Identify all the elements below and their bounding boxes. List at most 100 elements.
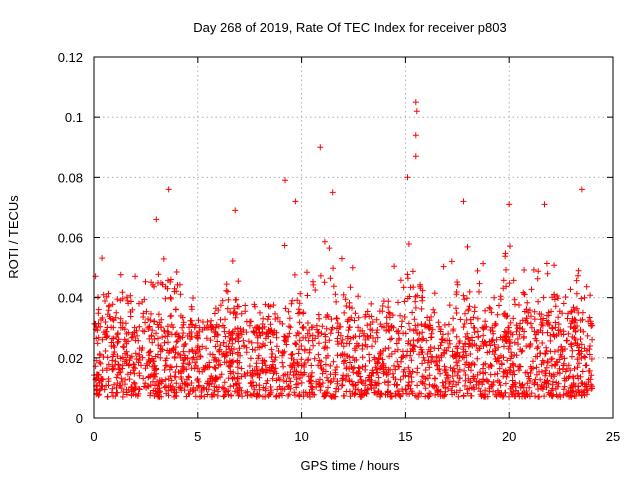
- data-point: [167, 279, 174, 285]
- data-point: [349, 365, 356, 372]
- data-point: [488, 363, 495, 369]
- data-point: [255, 355, 262, 362]
- data-point: [490, 330, 497, 337]
- data-point: [428, 358, 435, 365]
- data-point: [288, 351, 295, 358]
- data-point: [186, 360, 193, 366]
- data-point: [296, 319, 303, 326]
- data-point: [357, 328, 364, 334]
- x-axis-label: GPS time / hours: [301, 458, 400, 473]
- data-point: [555, 321, 562, 328]
- data-point: [461, 367, 468, 374]
- data-point: [329, 189, 336, 196]
- data-point: [98, 316, 104, 323]
- data-point: [104, 393, 111, 400]
- data-point: [142, 278, 149, 285]
- data-point: [143, 308, 150, 315]
- data-point: [581, 392, 588, 399]
- data-point: [528, 390, 535, 397]
- data-point: [541, 379, 548, 385]
- data-point: [253, 393, 260, 400]
- data-point: [206, 381, 213, 388]
- data-point: [261, 323, 268, 330]
- data-point: [293, 332, 300, 339]
- data-point: [95, 294, 101, 301]
- data-point: [308, 377, 314, 384]
- data-point: [392, 366, 399, 373]
- data-point: [543, 344, 550, 351]
- data-point: [221, 379, 228, 386]
- data-point: [203, 345, 210, 352]
- data-point: [490, 379, 497, 385]
- data-point: [407, 284, 414, 291]
- data-point: [422, 375, 429, 382]
- data-point: [480, 332, 487, 339]
- data-point: [207, 351, 214, 358]
- data-point: [577, 327, 584, 333]
- data-point: [507, 243, 513, 250]
- data-point: [270, 370, 277, 377]
- data-point: [313, 383, 320, 390]
- data-point: [121, 326, 128, 333]
- data-point: [154, 378, 160, 385]
- data-point: [527, 370, 534, 376]
- data-point: [162, 376, 169, 383]
- data-point: [585, 318, 592, 325]
- data-point: [341, 309, 348, 316]
- data-point: [247, 391, 254, 398]
- data-point: [542, 367, 549, 374]
- data-point: [362, 341, 369, 348]
- data-point: [373, 316, 380, 323]
- data-point: [295, 371, 302, 378]
- data-point: [521, 308, 528, 315]
- y-tick-label: 0.1: [65, 110, 83, 125]
- data-point: [358, 387, 365, 394]
- data-point: [279, 320, 286, 327]
- data-point: [379, 356, 386, 363]
- data-point: [395, 388, 402, 395]
- data-point: [575, 272, 581, 279]
- data-point: [419, 349, 426, 355]
- data-point: [460, 346, 467, 353]
- data-point: [103, 365, 110, 372]
- data-point: [102, 331, 109, 338]
- data-point: [441, 322, 448, 328]
- data-point: [187, 386, 194, 393]
- data-point: [188, 329, 195, 335]
- data-point: [267, 339, 274, 346]
- data-point: [393, 382, 400, 389]
- data-point: [259, 357, 266, 364]
- data-point: [147, 390, 154, 396]
- data-point: [539, 357, 546, 364]
- data-point: [430, 306, 437, 313]
- data-point: [498, 361, 505, 368]
- data-point: [313, 378, 320, 385]
- data-point: [291, 271, 298, 278]
- data-point: [298, 343, 305, 349]
- data-point: [574, 364, 581, 371]
- data-point: [310, 342, 317, 349]
- data-point: [412, 326, 419, 333]
- data-point: [215, 362, 222, 369]
- data-point: [457, 316, 464, 323]
- data-point: [462, 382, 468, 389]
- data-point: [419, 329, 426, 336]
- data-point: [480, 325, 487, 332]
- data-point: [578, 341, 585, 348]
- data-point: [315, 351, 322, 358]
- data-point: [355, 364, 362, 371]
- data-point: [334, 315, 341, 322]
- data-point: [292, 340, 298, 347]
- data-point: [268, 354, 275, 361]
- data-point: [159, 334, 166, 341]
- data-point: [264, 377, 271, 384]
- data-point: [102, 298, 108, 304]
- data-point: [393, 328, 400, 335]
- data-point: [158, 393, 165, 400]
- data-point: [275, 348, 282, 354]
- data-point: [551, 262, 558, 269]
- data-point: [496, 365, 503, 372]
- data-point: [317, 144, 324, 151]
- data-point: [169, 346, 176, 353]
- data-point: [531, 308, 538, 315]
